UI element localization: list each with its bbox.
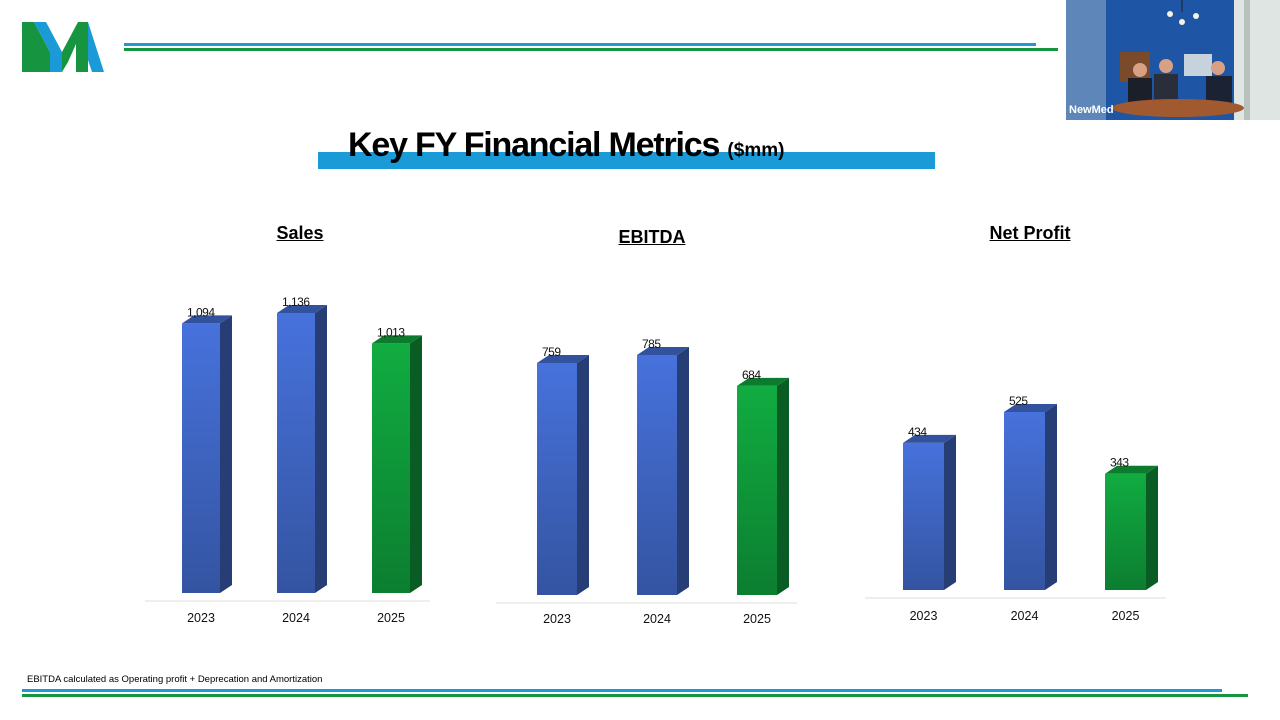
chart-0-tick-label-2024: 2024 bbox=[282, 611, 310, 625]
chart-1-bar-top-2023 bbox=[537, 354, 589, 363]
chart-1-bar-2024 bbox=[637, 355, 677, 595]
chart-1-value-label-2024: 785 bbox=[642, 337, 661, 351]
chart-1-bar-2025 bbox=[737, 385, 777, 595]
chart-2-bar-side-2025 bbox=[1146, 465, 1158, 590]
chart-0-bar-2024 bbox=[277, 313, 315, 593]
chart-title-net-profit: Net Profit bbox=[989, 223, 1071, 243]
chart-1-bar-side-2025 bbox=[777, 377, 789, 595]
chart-2-bar-top-2025 bbox=[1105, 465, 1158, 474]
chart-2-value-label-2024: 525 bbox=[1009, 394, 1028, 408]
header-rule bbox=[124, 43, 1058, 51]
chart-0-value-label-2024: 1,136 bbox=[282, 295, 310, 309]
chart-0-value-label-2025: 1,013 bbox=[377, 325, 405, 339]
chart-2-bar-side-2023 bbox=[944, 434, 956, 590]
video-label: NewMed bbox=[1069, 104, 1114, 116]
chart-2-bar-side-2024 bbox=[1045, 404, 1057, 590]
chart-1-tick-label-2023: 2023 bbox=[543, 612, 571, 626]
chart-2-bar-2023 bbox=[903, 442, 944, 590]
chart-title-ebitda: EBITDA bbox=[618, 227, 686, 247]
title-text: Key FY Financial Metrics bbox=[348, 126, 720, 164]
chart-2-bar-2024 bbox=[1004, 412, 1045, 590]
chart-0-bar-2023 bbox=[182, 323, 220, 593]
chart-0-tick-label-2023: 2023 bbox=[187, 611, 215, 625]
chart-1-value-label-2025: 684 bbox=[742, 368, 761, 382]
chart-2-tick-label-2024: 2024 bbox=[1011, 609, 1039, 623]
title-unit: ($mm) bbox=[727, 140, 785, 161]
chart-1-bar-top-2024 bbox=[637, 347, 689, 355]
chart-1-tick-label-2025: 2025 bbox=[743, 612, 771, 626]
chart-0-bar-side-2024 bbox=[315, 305, 327, 593]
chart-1-bar-top-2025 bbox=[737, 377, 789, 386]
page-title: Key FY Financial Metrics ($mm) bbox=[348, 126, 784, 165]
chart-2-tick-label-2023: 2023 bbox=[910, 609, 938, 623]
chart-2-bar-2025 bbox=[1105, 473, 1146, 590]
chart-1-bar-side-2024 bbox=[677, 347, 689, 595]
chart-2-tick-label-2025: 2025 bbox=[1112, 609, 1140, 623]
chart-0-bar-top-2024 bbox=[277, 305, 327, 313]
chart-1-bar-side-2023 bbox=[577, 354, 589, 595]
chart-0-bar-side-2025 bbox=[410, 335, 422, 593]
chart-0-bar-top-2025 bbox=[372, 335, 422, 344]
chart-2-value-label-2025: 343 bbox=[1110, 456, 1129, 470]
video-thumbnail: NewMed bbox=[1066, 0, 1280, 120]
footer-rule bbox=[22, 689, 1248, 697]
chart-2-bar-top-2024 bbox=[1004, 404, 1057, 412]
chart-2-value-label-2023: 434 bbox=[908, 425, 927, 439]
chart-1-bar-2023 bbox=[537, 362, 577, 595]
chart-1-tick-label-2024: 2024 bbox=[643, 612, 671, 626]
chart-1-value-label-2023: 759 bbox=[542, 345, 561, 359]
chart-0-tick-label-2025: 2025 bbox=[377, 611, 405, 625]
chart-0-bar-side-2023 bbox=[220, 315, 232, 593]
chart-0-bar-2025 bbox=[372, 343, 410, 593]
footnote: EBITDA calculated as Operating profit + … bbox=[27, 674, 323, 685]
chart-0-bar-top-2023 bbox=[182, 315, 232, 324]
newmed-logo bbox=[22, 22, 104, 72]
chart-0-value-label-2023: 1,094 bbox=[187, 305, 215, 319]
title-underbar bbox=[318, 152, 935, 169]
chart-title-sales: Sales bbox=[276, 223, 324, 243]
chart-2-bar-top-2023 bbox=[903, 434, 956, 443]
